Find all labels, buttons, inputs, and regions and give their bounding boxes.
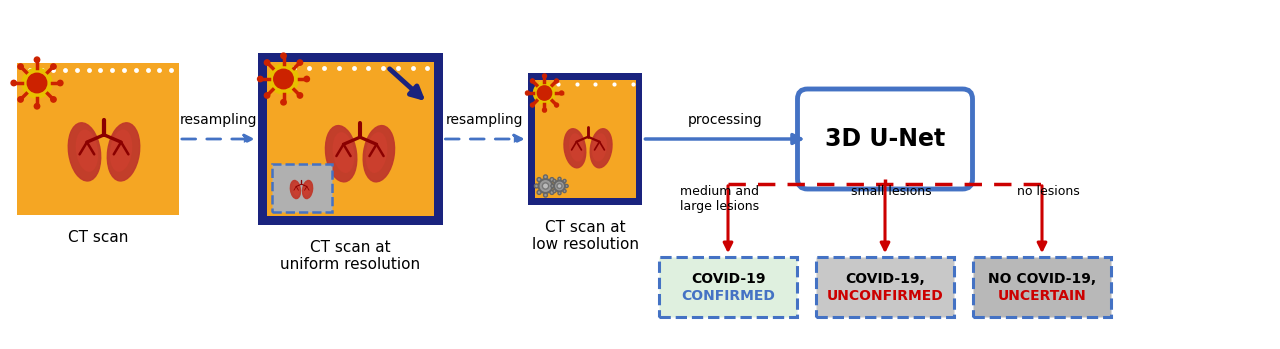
Circle shape [558,192,561,195]
Circle shape [539,179,553,193]
Circle shape [51,97,56,102]
Circle shape [58,80,63,86]
Circle shape [553,190,556,193]
FancyBboxPatch shape [527,73,643,205]
Ellipse shape [68,123,101,181]
Text: UNCERTAIN: UNCERTAIN [997,289,1087,303]
Circle shape [526,91,530,95]
Text: NO COVID-19,: NO COVID-19, [988,272,1096,286]
Text: CONFIRMED: CONFIRMED [681,289,774,303]
Circle shape [550,178,554,181]
Text: CT scan: CT scan [68,230,128,245]
Circle shape [563,179,566,183]
Text: COVID-19,: COVID-19, [845,272,925,286]
Circle shape [27,73,47,93]
Ellipse shape [76,129,99,172]
Circle shape [559,91,563,95]
Text: small lesions: small lesions [851,185,932,198]
Text: no lesions: no lesions [1016,185,1079,198]
Text: UNCONFIRMED: UNCONFIRMED [827,289,943,303]
Circle shape [554,103,558,107]
Circle shape [558,177,561,180]
Circle shape [543,108,547,112]
FancyBboxPatch shape [797,89,973,189]
Circle shape [564,185,568,187]
Circle shape [274,69,293,89]
Circle shape [265,60,270,65]
Circle shape [12,80,17,86]
FancyBboxPatch shape [257,53,443,225]
Circle shape [538,191,541,194]
Ellipse shape [110,129,132,172]
Circle shape [535,184,539,188]
Ellipse shape [366,132,388,173]
Circle shape [543,74,547,78]
Circle shape [544,175,548,179]
Circle shape [18,64,23,69]
Circle shape [280,53,287,58]
Circle shape [51,64,56,69]
Ellipse shape [564,129,586,168]
Circle shape [530,79,535,83]
Text: 3D U-Net: 3D U-Net [824,127,945,151]
Circle shape [265,93,270,98]
Circle shape [544,193,548,197]
Circle shape [553,179,556,183]
Circle shape [550,185,554,187]
Circle shape [280,99,287,105]
FancyBboxPatch shape [266,62,434,216]
Circle shape [554,180,564,192]
Ellipse shape [293,183,300,196]
Circle shape [553,184,557,188]
FancyBboxPatch shape [17,63,179,215]
Text: CT scan at
uniform resolution: CT scan at uniform resolution [280,240,420,273]
Circle shape [305,76,310,82]
Ellipse shape [108,123,140,181]
Circle shape [538,86,552,100]
Circle shape [538,178,541,181]
Ellipse shape [325,126,357,182]
Ellipse shape [303,183,310,196]
Circle shape [297,93,302,98]
Circle shape [18,97,23,102]
FancyBboxPatch shape [973,257,1111,317]
Ellipse shape [364,126,394,182]
Ellipse shape [590,129,612,168]
Circle shape [269,64,298,94]
Text: COVID-19: COVID-19 [691,272,765,286]
FancyBboxPatch shape [535,80,635,198]
Circle shape [550,191,554,194]
Text: resampling: resampling [447,113,524,127]
Circle shape [554,79,558,83]
FancyBboxPatch shape [271,164,332,212]
Text: resampling: resampling [179,113,257,127]
FancyBboxPatch shape [659,257,797,317]
Circle shape [35,104,40,109]
Circle shape [22,68,52,98]
Ellipse shape [568,133,584,162]
Circle shape [530,103,535,107]
Ellipse shape [302,180,312,199]
Ellipse shape [291,180,301,199]
Circle shape [557,184,562,188]
Text: processing: processing [687,113,763,127]
Circle shape [543,183,549,189]
Circle shape [35,57,40,62]
Circle shape [257,76,262,82]
Circle shape [297,60,302,65]
Circle shape [534,82,556,104]
FancyBboxPatch shape [817,257,954,317]
Text: medium and
large lesions: medium and large lesions [681,185,759,213]
Text: CT scan at
low resolution: CT scan at low resolution [531,220,639,252]
Ellipse shape [333,132,355,173]
Circle shape [563,190,566,193]
Ellipse shape [591,133,607,162]
